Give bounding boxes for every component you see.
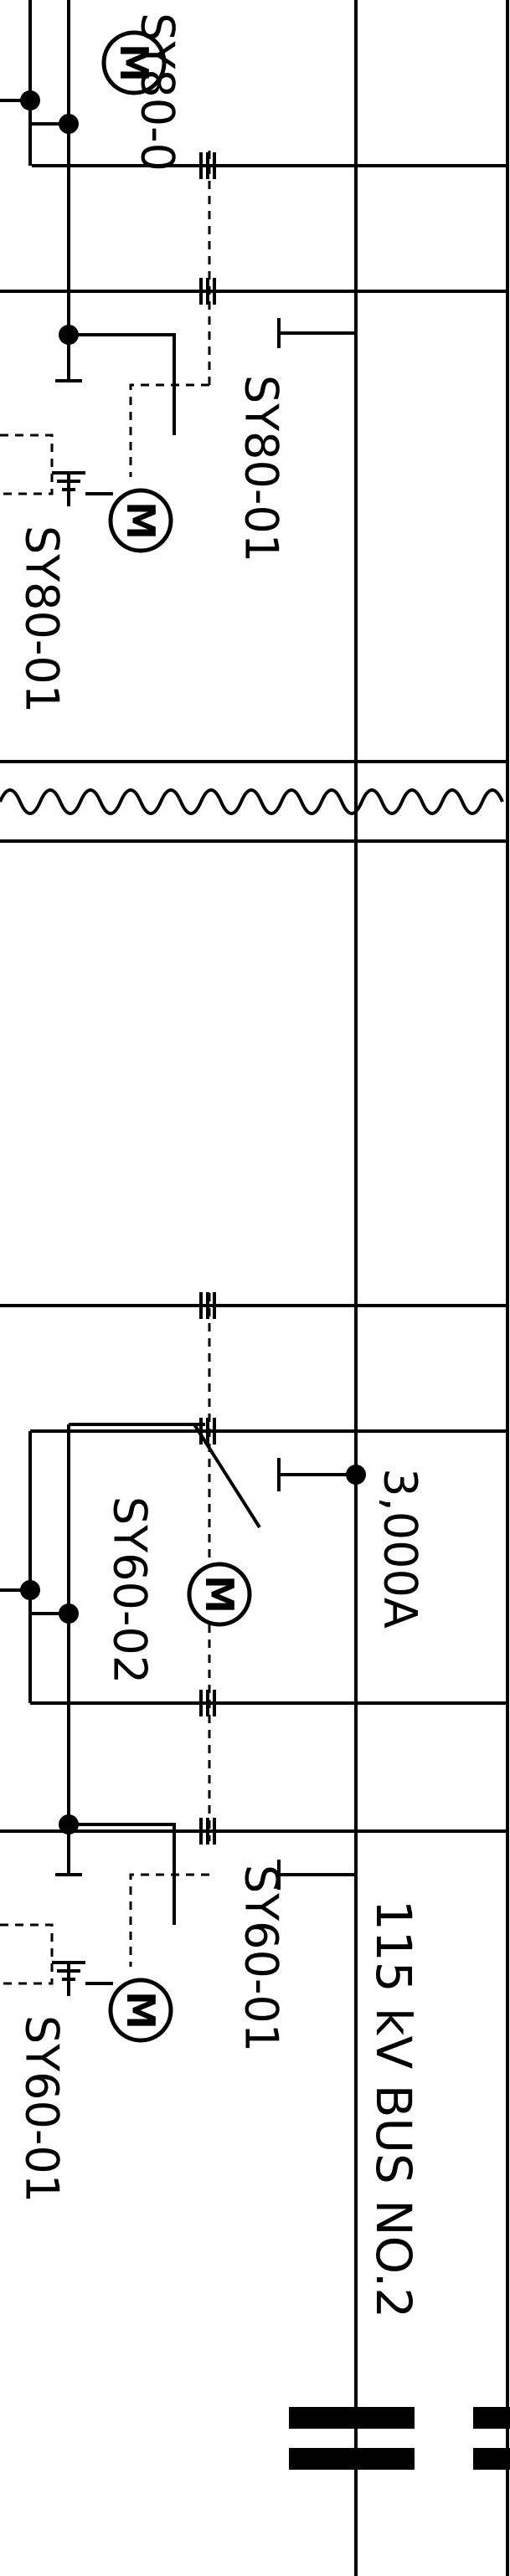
motor-label: SY60-02 — [104, 1496, 157, 1684]
svg-text:M: M — [118, 1991, 163, 2029]
switch-label: SY60-01 — [235, 1865, 288, 2052]
junction-dot — [59, 1604, 79, 1624]
junction-dot — [59, 325, 79, 345]
mechanism-dashed — [0, 1923, 54, 1985]
breaker-bar — [289, 2448, 415, 2470]
svg-text:M: M — [118, 501, 163, 540]
mechanism-dashed — [0, 434, 54, 495]
bus-junction-dot — [346, 1465, 366, 1485]
switch-line — [69, 1823, 176, 1925]
motor-label: SY80-0 — [131, 13, 184, 172]
svg-text:M: M — [111, 44, 157, 82]
svg-text:M: M — [197, 1575, 242, 1614]
switch-line — [193, 1423, 261, 1529]
motor-label: SY60-01 — [16, 2015, 69, 2203]
motor-symbol: M — [108, 1978, 173, 2043]
bus-label: 115 kV BUS NO.2 — [365, 1900, 422, 2318]
junction-dot — [59, 1814, 79, 1835]
motor-symbol: M — [101, 30, 167, 95]
motor-symbol: M — [108, 488, 173, 553]
junction-dot — [20, 1580, 40, 1600]
junction-dot — [59, 114, 79, 134]
switch-label: SY80-01 — [235, 375, 288, 562]
junction-dot — [20, 90, 40, 110]
breaker-bar — [473, 2448, 510, 2470]
mechanism-dashed — [129, 1873, 209, 1967]
breaker-bar — [473, 2407, 510, 2429]
rating-label: 3,000A — [374, 1468, 427, 1629]
breaker-bar — [289, 2407, 415, 2429]
switch-line — [69, 333, 176, 435]
motor-symbol: M — [187, 1562, 252, 1627]
motor-label: SY80-01 — [16, 526, 69, 713]
break-wave — [0, 788, 504, 815]
mechanism-dashed — [129, 383, 209, 477]
